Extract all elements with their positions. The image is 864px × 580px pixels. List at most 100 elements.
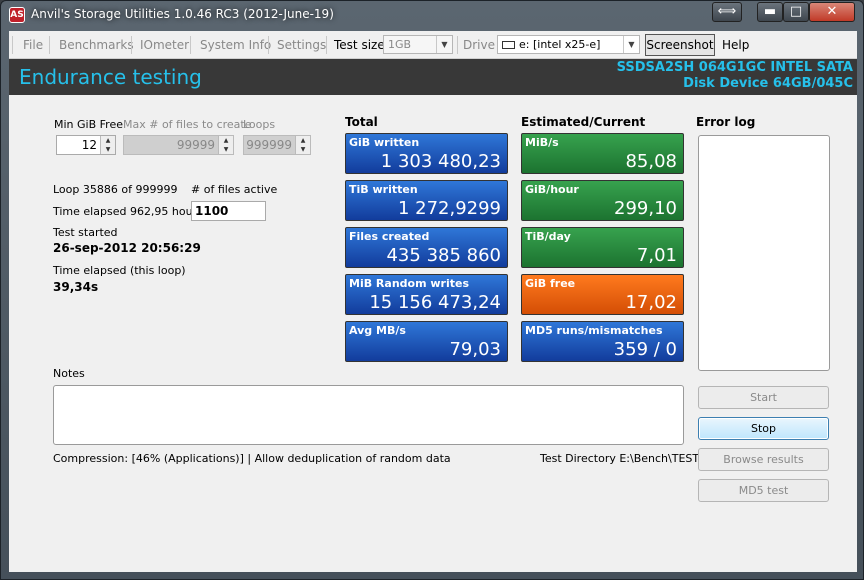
max-files-input: 99999 ▲ ▼ bbox=[123, 135, 234, 155]
menu-separator bbox=[190, 36, 191, 54]
swap-icon[interactable]: ⟺ bbox=[712, 2, 742, 22]
title-bar[interactable]: AS Anvil's Storage Utilities 1.0.46 RC3 … bbox=[1, 1, 863, 29]
tile-title: Avg MB/s bbox=[349, 324, 406, 337]
tile-title: TiB written bbox=[349, 183, 418, 196]
min-gib-free-label: Min GiB Free bbox=[54, 118, 123, 131]
error-log-box[interactable] bbox=[698, 135, 830, 371]
menu-iometer[interactable]: IOmeter bbox=[140, 38, 190, 52]
drive-icon bbox=[502, 41, 515, 49]
menu-separator bbox=[131, 36, 132, 54]
start-button[interactable]: Start bbox=[698, 386, 829, 409]
tile-value: 1 303 480,23 bbox=[380, 151, 501, 172]
browse-results-button[interactable]: Browse results bbox=[698, 448, 829, 471]
tile-value: 79,03 bbox=[449, 339, 501, 360]
test-size-value: 1GB bbox=[388, 38, 412, 51]
tile-title: MiB/s bbox=[525, 136, 559, 149]
files-active-field[interactable]: 1100 bbox=[191, 201, 266, 221]
page-header: Endurance testing SSDSA2SH 064G1GC INTEL… bbox=[9, 59, 857, 95]
tile-title: MiB Random writes bbox=[349, 277, 470, 290]
chevron-down-icon[interactable]: ▼ bbox=[436, 36, 452, 53]
tile-title: GiB free bbox=[525, 277, 576, 290]
main-panel: Min GiB Free 12 ▲ ▼ Max # of files to cre… bbox=[9, 95, 857, 572]
notes-label: Notes bbox=[53, 367, 85, 380]
tile-value: 17,02 bbox=[625, 292, 677, 313]
tile-value: 15 156 473,24 bbox=[369, 292, 501, 313]
tile-tib-day: TiB/day 7,01 bbox=[521, 227, 684, 268]
tile-mibs: MiB/s 85,08 bbox=[521, 133, 684, 174]
max-files-label: Max # of files to create bbox=[123, 118, 252, 131]
test-directory: Test Directory E:\Bench\TEST bbox=[540, 452, 700, 465]
tile-value: 359 / 0 bbox=[613, 339, 677, 360]
min-gib-free-value: 12 bbox=[81, 138, 97, 152]
chevron-down-icon[interactable]: ▼ bbox=[623, 36, 639, 53]
menu-system-info[interactable]: System Info bbox=[200, 38, 272, 52]
error-log-heading: Error log bbox=[696, 115, 756, 129]
app-logo-icon: AS bbox=[9, 7, 25, 23]
tile-value: 7,01 bbox=[636, 245, 677, 266]
stop-button[interactable]: Stop bbox=[698, 417, 829, 440]
tile-md5-runs: MD5 runs/mismatches 359 / 0 bbox=[521, 321, 684, 362]
close-icon[interactable]: ✕ bbox=[809, 2, 855, 22]
loops-value: 999999 bbox=[246, 138, 292, 152]
tile-title: TiB/day bbox=[525, 230, 571, 243]
drive-value: e: [intel x25-e] bbox=[519, 38, 601, 51]
test-size-select[interactable]: 1GB ▼ bbox=[383, 35, 453, 54]
maximize-icon[interactable]: □ bbox=[783, 2, 809, 22]
min-gib-free-input[interactable]: 12 ▲ ▼ bbox=[56, 135, 116, 155]
loop-counter: Loop 35886 of 999999 bbox=[53, 183, 178, 196]
menu-help[interactable]: Help bbox=[722, 38, 750, 52]
tile-value: 1 272,9299 bbox=[397, 198, 501, 219]
tile-value: 299,10 bbox=[614, 198, 677, 219]
test-started-value: 26-sep-2012 20:56:29 bbox=[53, 241, 201, 255]
menu-separator bbox=[12, 36, 13, 54]
test-started-label: Test started bbox=[53, 226, 118, 239]
tile-title: Files created bbox=[349, 230, 430, 243]
test-size-label: Test size bbox=[334, 38, 385, 52]
md5-test-button[interactable]: MD5 test bbox=[698, 479, 829, 502]
menu-separator bbox=[268, 36, 269, 54]
drive-select[interactable]: e: [intel x25-e] ▼ bbox=[497, 35, 640, 54]
tile-mib-random-writes: MiB Random writes 15 156 473,24 bbox=[345, 274, 508, 315]
time-elapsed: Time elapsed 962,95 hours bbox=[53, 205, 203, 218]
window-title: Anvil's Storage Utilities 1.0.46 RC3 (20… bbox=[31, 7, 334, 21]
menu-file[interactable]: File bbox=[23, 38, 44, 52]
device-name-line2: Disk Device 64GB/045C bbox=[683, 76, 853, 91]
loops-label: Loops bbox=[243, 118, 276, 131]
max-files-value: 99999 bbox=[176, 138, 215, 152]
compression-info: Compression: [46% (Applications)] | Allo… bbox=[53, 452, 451, 465]
menu-separator bbox=[49, 36, 50, 54]
tile-value: 85,08 bbox=[625, 151, 677, 172]
page-title: Endurance testing bbox=[19, 65, 202, 89]
files-active-label: # of files active bbox=[191, 183, 278, 196]
device-name: SSDSA2SH 064G1GC INTEL SATA Disk Device … bbox=[617, 60, 853, 92]
menu-separator bbox=[457, 36, 458, 54]
spinner-arrows-icon: ▲ ▼ bbox=[218, 136, 233, 154]
notes-textarea[interactable] bbox=[53, 385, 684, 445]
device-name-line1: SSDSA2SH 064G1GC INTEL SATA bbox=[616, 60, 853, 75]
tile-value: 435 385 860 bbox=[386, 245, 501, 266]
estimated-heading: Estimated/Current bbox=[521, 115, 646, 129]
spinner-arrows-icon[interactable]: ▲ ▼ bbox=[100, 136, 115, 154]
loop-elapsed-label: Time elapsed (this loop) bbox=[53, 264, 186, 277]
screenshot-button[interactable]: Screenshot bbox=[645, 34, 715, 56]
menu-separator bbox=[326, 36, 327, 54]
loops-input: 999999 ▲ ▼ bbox=[243, 135, 311, 155]
tile-title: GiB written bbox=[349, 136, 420, 149]
tile-gib-hour: GiB/hour 299,10 bbox=[521, 180, 684, 221]
tile-tib-written: TiB written 1 272,9299 bbox=[345, 180, 508, 221]
loop-elapsed-value: 39,34s bbox=[53, 280, 99, 294]
tile-avg-mbs: Avg MB/s 79,03 bbox=[345, 321, 508, 362]
minimize-icon[interactable]: ▬ bbox=[757, 2, 783, 22]
tile-gib-free: GiB free 17,02 bbox=[521, 274, 684, 315]
menu-bar: File Benchmarks IOmeter System Info Sett… bbox=[9, 31, 857, 59]
menu-benchmarks[interactable]: Benchmarks bbox=[59, 38, 134, 52]
totals-heading: Total bbox=[345, 115, 378, 129]
tile-title: GiB/hour bbox=[525, 183, 579, 196]
tile-title: MD5 runs/mismatches bbox=[525, 324, 663, 337]
spinner-arrows-icon: ▲ ▼ bbox=[295, 136, 310, 154]
drive-label: Drive bbox=[463, 38, 495, 52]
tile-gib-written: GiB written 1 303 480,23 bbox=[345, 133, 508, 174]
menu-settings[interactable]: Settings bbox=[277, 38, 327, 52]
tile-files-created: Files created 435 385 860 bbox=[345, 227, 508, 268]
